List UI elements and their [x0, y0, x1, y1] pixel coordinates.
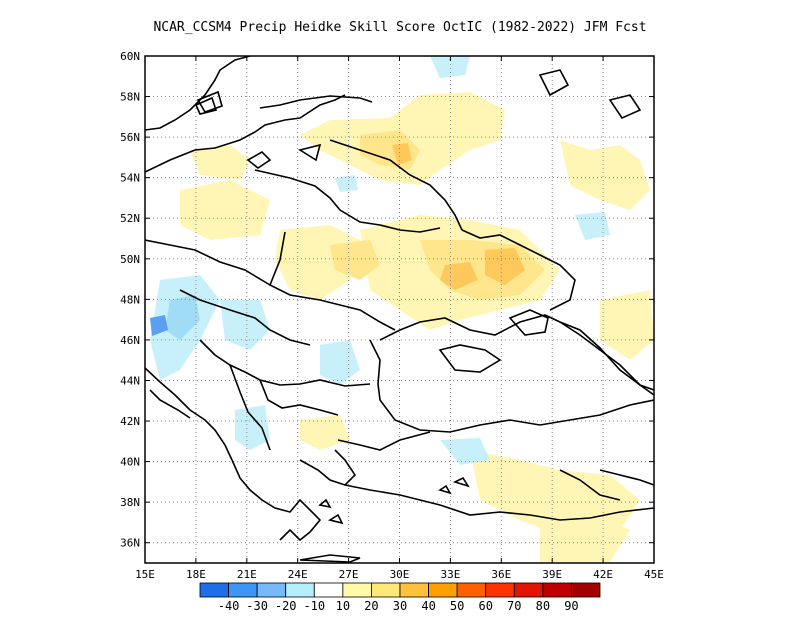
x-tick-label: 45E: [644, 568, 664, 581]
y-tick-label: 40N: [120, 456, 140, 469]
skill-patch-caucasus: [600, 290, 654, 360]
colorbar-label: 50: [450, 599, 464, 613]
skill-neg-black-sea: [440, 438, 490, 465]
border-poland-belarus: [254, 169, 441, 233]
colorbar-label: 20: [364, 599, 378, 613]
y-tick-label: 58N: [120, 91, 140, 104]
skill-patch-east-north: [560, 140, 650, 210]
skill-neg-north: [430, 56, 470, 78]
x-tick-label: 33E: [440, 568, 460, 581]
y-tick-label: 46N: [120, 334, 140, 347]
colorbar-swatch: [542, 582, 572, 598]
x-tick-label: 39E: [542, 568, 562, 581]
colorbar-swatch: [513, 582, 544, 598]
skill-patch-mid-west: [330, 240, 380, 280]
coastline-islands: [194, 96, 322, 169]
skill-patch-south: [540, 515, 630, 562]
skill-core-central: [440, 262, 478, 290]
coastline-sea-of-azov: [508, 309, 549, 336]
coastline-lakes: [196, 69, 642, 120]
y-tick-label: 52N: [120, 212, 140, 225]
colorbar-label: 40: [421, 599, 435, 613]
colorbar-swatch: [485, 582, 515, 598]
y-tick-label: 42N: [120, 415, 140, 428]
skill-patch-ukraine-west: [275, 225, 360, 300]
coastline-greece: [231, 449, 357, 542]
colorbar-swatch: [456, 582, 487, 598]
border-ukraine-russia: [461, 229, 576, 311]
colorbar-swatch: [571, 582, 601, 598]
skill-patch-west: [190, 145, 250, 180]
y-tick-label: 44N: [120, 374, 140, 387]
y-tick-label: 48N: [120, 293, 140, 306]
colorbar-swatch: [256, 582, 287, 598]
x-tick-label: 30E: [390, 568, 410, 581]
skill-core-east: [485, 248, 525, 285]
colorbar-swatch: [428, 582, 458, 598]
skill-field: [150, 56, 654, 562]
border-balkans: [199, 339, 371, 451]
coastline-gulf-finland: [259, 95, 373, 109]
colorbar-label: 90: [564, 599, 578, 613]
x-tick-label: 36E: [491, 568, 511, 581]
map-grid: [145, 56, 654, 563]
y-tick-label: 36N: [120, 537, 140, 550]
colorbar-label: 80: [536, 599, 550, 613]
border-belarus-russia: [329, 139, 463, 231]
colorbar-swatch: [399, 582, 429, 598]
colorbar-swatch: [285, 582, 315, 598]
y-tick-label: 60N: [120, 50, 140, 63]
skill-neg-adriatic: [235, 405, 270, 450]
coastline-black-sea: [369, 314, 654, 433]
border-caucasus: [559, 321, 654, 501]
colorbar-label: -30: [246, 599, 268, 613]
colorbar-swatch: [199, 582, 229, 598]
border-poland-ukraine: [268, 231, 396, 331]
skill-core-north: [392, 143, 412, 165]
colorbar-label: 30: [393, 599, 407, 613]
skill-patch-poland: [180, 180, 270, 240]
colorbar-label: -10: [303, 599, 325, 613]
coastline-crimea: [438, 344, 502, 373]
skill-neg-strong: [150, 315, 168, 336]
y-tick-label: 54N: [120, 172, 140, 185]
x-tick-label: 42E: [593, 568, 613, 581]
y-tick-label: 50N: [120, 253, 140, 266]
colorbar-label: 70: [507, 599, 521, 613]
skill-neg-core: [165, 295, 200, 340]
y-tick-label: 56N: [120, 131, 140, 144]
coastlines-and-borders: [145, 56, 654, 563]
coastline-anatolia: [337, 431, 654, 521]
x-tick-label: 21E: [237, 568, 257, 581]
x-tick-label: 24E: [288, 568, 308, 581]
skill-neg-poland: [335, 175, 358, 192]
y-tick-label: 38N: [120, 496, 140, 509]
coastline-adriatic: [145, 367, 233, 461]
x-tick-label: 27E: [339, 568, 359, 581]
skill-neg-central: [320, 340, 360, 385]
colorbar-swatch: [313, 582, 344, 598]
colorbar-label: 60: [478, 599, 492, 613]
colorbar-swatch: [228, 582, 258, 598]
coastline-baltic: [145, 56, 346, 173]
colorbar-swatch: [342, 582, 372, 598]
border-central-europe: [145, 239, 311, 346]
coastline-aegean-islands: [299, 476, 470, 563]
skill-neg-danube: [220, 300, 270, 350]
colorbar-label: -20: [275, 599, 297, 613]
skill-patch-greece: [300, 415, 350, 450]
skill-neg-east: [575, 212, 610, 240]
colorbar-label: -40: [218, 599, 240, 613]
colorbar-swatch: [371, 582, 401, 598]
colorbar: -40 -30 -20 -10 10 20 30 40 50 60 70 80 90: [199, 582, 601, 613]
colorbar-label: 10: [336, 599, 350, 613]
map-title: NCAR_CCSM4 Precip Heidke Skill Score Oct…: [153, 20, 647, 35]
x-tick-label: 15E: [135, 568, 155, 581]
x-tick-label: 18E: [186, 568, 206, 581]
y-axis: 36N 38N 40N 42N 44N 46N 48N 50N 52N 54N 56N 58N 60N: [120, 50, 654, 550]
x-axis: 15E 18E 21E 24E 27E 30E 33E 36E 39E 42E 45E: [135, 56, 664, 581]
